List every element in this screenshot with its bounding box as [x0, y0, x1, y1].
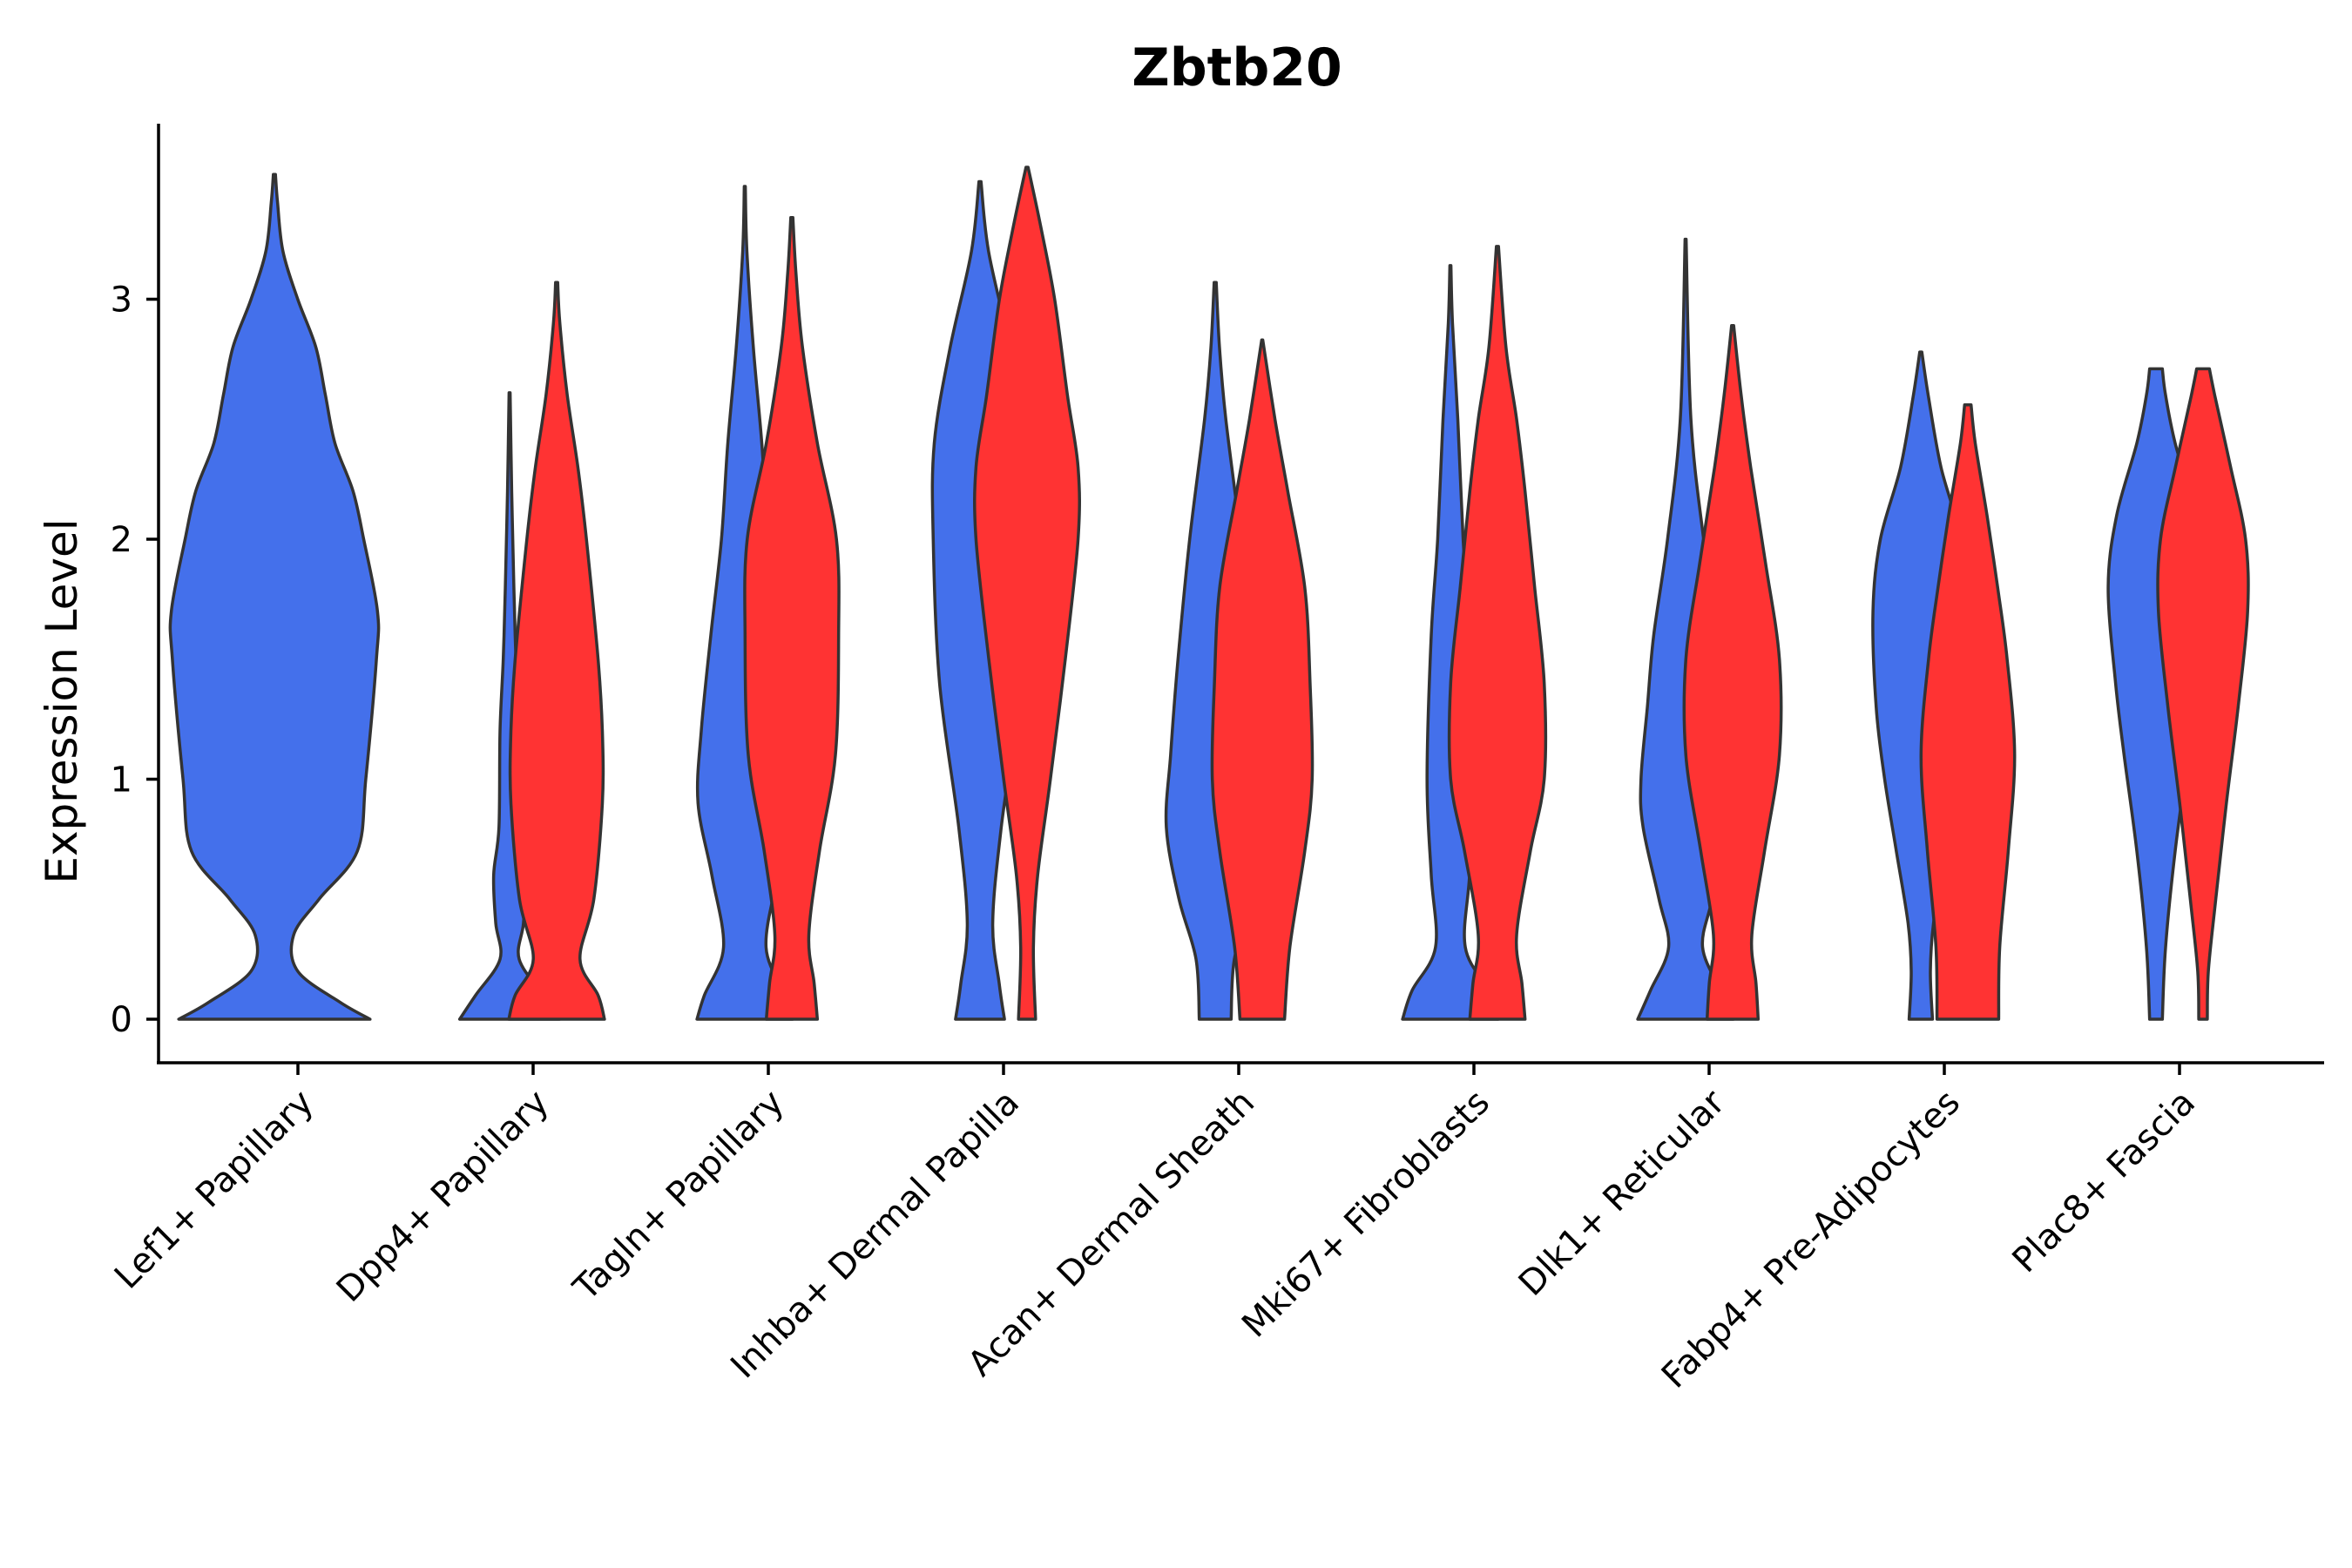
x-tick-label: Tagln+ Papillary: [565, 1083, 792, 1309]
violin-plac8-fascia-b: [2156, 367, 2250, 1021]
y-axis-label: Expression Level: [37, 518, 87, 883]
x-tick-label: Dlk1+ Reticular: [1511, 1082, 1734, 1304]
x-tick-label: Mki67+ Fibroblasts: [1234, 1083, 1497, 1346]
violin-acan-dermal-sheath-b: [1210, 338, 1315, 1021]
violin-dlk1-reticular-b: [1682, 324, 1783, 1021]
y-tick-label: 0: [111, 1000, 132, 1040]
violin-fabp4-pre-adipocytes-b: [1919, 402, 2017, 1021]
violin-tagln-papillary-b: [743, 216, 841, 1021]
x-ticks: Lef1+ Papillary Dpp4+ Papillary Tagln+ Pap…: [107, 1063, 2203, 1396]
y-tick-label: 3: [111, 280, 132, 321]
violins-layer: [168, 166, 2250, 1021]
violin-dpp4-papillary-b: [507, 280, 606, 1021]
x-tick-label: Lef1+ Papillary: [107, 1083, 321, 1297]
x-tick-label: Plac8+ Fascia: [2005, 1083, 2204, 1281]
violin-mki67-fibroblasts-b: [1447, 245, 1548, 1021]
x-tick-label: Dpp4+ Papillary: [329, 1083, 557, 1310]
y-tick-label: 2: [111, 520, 132, 560]
violin-inhba-dermal-papilla-b: [973, 166, 1081, 1021]
chart-title: Zbtb20: [1132, 37, 1342, 98]
y-ticks: 0 1 2 3: [111, 280, 159, 1040]
violin-lef1-papillary-a: [168, 172, 381, 1021]
axes-layer: [157, 124, 2324, 1064]
y-tick-label: 1: [111, 760, 132, 801]
